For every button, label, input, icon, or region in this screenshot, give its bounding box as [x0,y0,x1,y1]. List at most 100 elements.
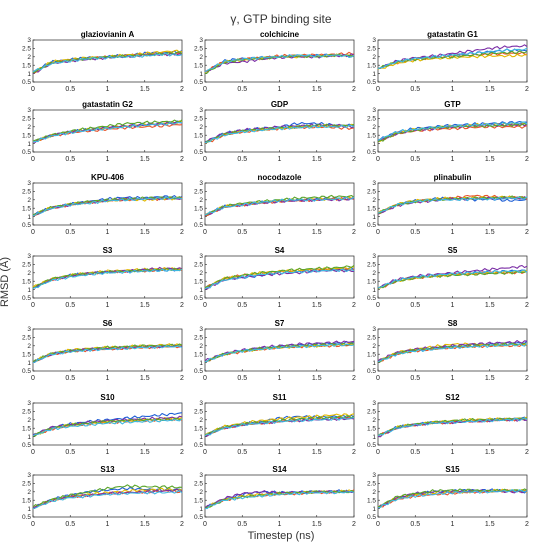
x-tick-label: 1.5 [312,156,322,163]
y-tick-label: 1.5 [367,278,376,285]
panel-title: S11 [273,393,287,402]
y-tick-label: 3 [372,326,376,333]
y-tick-label: 1.5 [194,497,203,504]
x-tick-label: 2 [180,229,184,236]
y-tick-label: 3 [199,107,203,114]
series-line [377,121,528,141]
x-tick-label: 2 [352,302,356,309]
series-line [204,343,355,363]
y-tick-label: 2 [199,489,203,496]
panel-3: gatastatin G10.511.522.530 0.5 1 1.5 2 [367,30,529,93]
plot-area [204,402,355,446]
series-line [32,490,183,510]
series-line [32,51,183,74]
series-line [204,53,355,75]
plot-area [32,474,183,518]
series-line [32,268,183,290]
series-line [32,52,183,73]
y-tick-label: 2.5 [194,46,203,53]
series-line [32,486,183,509]
y-tick-label: 2 [372,270,376,277]
y-tick-label: 0.5 [194,149,203,156]
x-tick-label: 2 [525,375,529,382]
y-tick-label: 2 [199,197,203,204]
x-tick-label: 1 [106,86,110,93]
y-tick-label: 0.5 [22,222,31,229]
y-tick-label: 2.5 [367,189,376,196]
x-tick-label: 0 [31,521,35,528]
plot-area [32,402,183,446]
panel-title: plinabulin [434,173,472,182]
x-tick-label: 2 [180,521,184,528]
y-tick-label: 0.5 [194,79,203,86]
x-tick-label: 2 [180,449,184,456]
x-tick-label: 1 [451,375,455,382]
series-line [204,268,355,290]
panel-title: S5 [448,246,458,255]
x-tick-label: 1.5 [485,449,495,456]
plot-area [32,109,183,153]
y-tick-label: 1.5 [367,132,376,139]
x-tick-label: 0.5 [410,449,420,456]
y-tick-label: 0.5 [367,295,376,302]
y-tick-label: 3 [199,180,203,187]
panel-title: S15 [445,465,460,474]
y-tick-label: 2.5 [367,335,376,342]
y-tick-label: 1.5 [367,425,376,432]
panel-title: nocodazole [257,173,302,182]
y-tick-label: 2 [27,124,31,131]
x-tick-label: 2 [180,302,184,309]
panel-title: S7 [275,319,285,328]
y-tick-label: 1.5 [22,278,31,285]
panel-title: S3 [103,246,113,255]
panel-title: GDP [271,100,289,109]
series-line [378,342,528,363]
x-tick-label: 0 [376,86,380,93]
series-line [377,489,528,509]
y-tick-label: 2 [372,124,376,131]
series-line [377,50,528,70]
x-tick-label: 0.5 [237,156,247,163]
y-tick-label: 3 [27,326,31,333]
y-tick-label: 2 [27,343,31,350]
panel-15: S80.511.522.530 0.5 1 1.5 2 [367,319,529,382]
y-tick-label: 1 [27,214,31,221]
x-tick-label: 2 [352,375,356,382]
x-tick-label: 0.5 [65,449,75,456]
y-tick-label: 3 [27,400,31,407]
y-tick-label: 3 [27,37,31,44]
x-tick-label: 1.5 [312,229,322,236]
x-tick-label: 2 [352,521,356,528]
y-tick-label: 0.5 [367,79,376,86]
y-tick-label: 2.5 [194,481,203,488]
x-tick-label: 0.5 [237,449,247,456]
plot-area [32,328,183,372]
y-tick-label: 2 [27,417,31,424]
y-tick-label: 1.5 [194,351,203,358]
x-tick-label: 1.5 [140,156,150,163]
x-tick-label: 2 [180,156,184,163]
y-tick-label: 1.5 [194,425,203,432]
x-tick-label: 0.5 [65,156,75,163]
y-tick-label: 1.5 [194,278,203,285]
panel-title: S14 [272,465,287,474]
plot-area [204,182,355,226]
y-tick-label: 2 [27,54,31,61]
y-tick-label: 3 [199,37,203,44]
y-tick-label: 3 [27,253,31,260]
series-line [377,343,528,363]
y-tick-label: 1 [27,71,31,78]
y-tick-label: 3 [199,400,203,407]
y-tick-label: 1.5 [367,62,376,69]
y-tick-label: 1.5 [22,62,31,69]
y-tick-label: 2.5 [194,409,203,416]
plot-area [204,328,355,372]
y-tick-label: 3 [372,37,376,44]
y-tick-label: 2 [372,489,376,496]
x-tick-label: 0 [203,521,207,528]
y-tick-label: 2 [199,54,203,61]
